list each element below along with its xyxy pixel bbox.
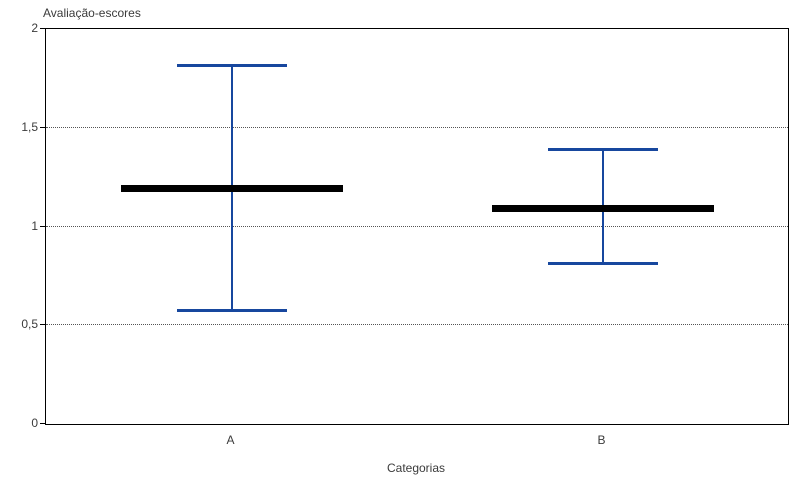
y-tick-mark: [40, 324, 45, 325]
x-axis-title: Categorias: [386, 461, 446, 475]
mean-line: [120, 185, 343, 193]
gridline: [46, 226, 788, 227]
errorbar-cap-top: [176, 63, 287, 67]
x-tick-label-A: A: [226, 433, 235, 447]
y-tick-mark: [40, 226, 45, 227]
y-tick-label: 1: [31, 218, 38, 233]
y-tick-label: 2: [31, 21, 38, 35]
gridline: [46, 127, 788, 128]
x-tick-label-B: B: [597, 433, 606, 447]
errorbar-cap-bottom: [547, 262, 658, 266]
errorbar-cap-top: [547, 148, 658, 152]
y-tick-mark: [40, 423, 45, 424]
errorbar-cap-bottom: [176, 309, 287, 313]
y-axis-title: Avaliação-escores: [43, 6, 141, 20]
plot-area: [45, 28, 789, 425]
y-tick-label: 0: [31, 416, 38, 430]
y-tick-mark: [40, 127, 45, 128]
y-tick-mark: [40, 28, 45, 29]
y-tick-label: 0,5: [21, 317, 38, 332]
gridline: [46, 324, 788, 325]
mean-line: [491, 205, 714, 213]
y-tick-label: 1,5: [21, 119, 38, 134]
